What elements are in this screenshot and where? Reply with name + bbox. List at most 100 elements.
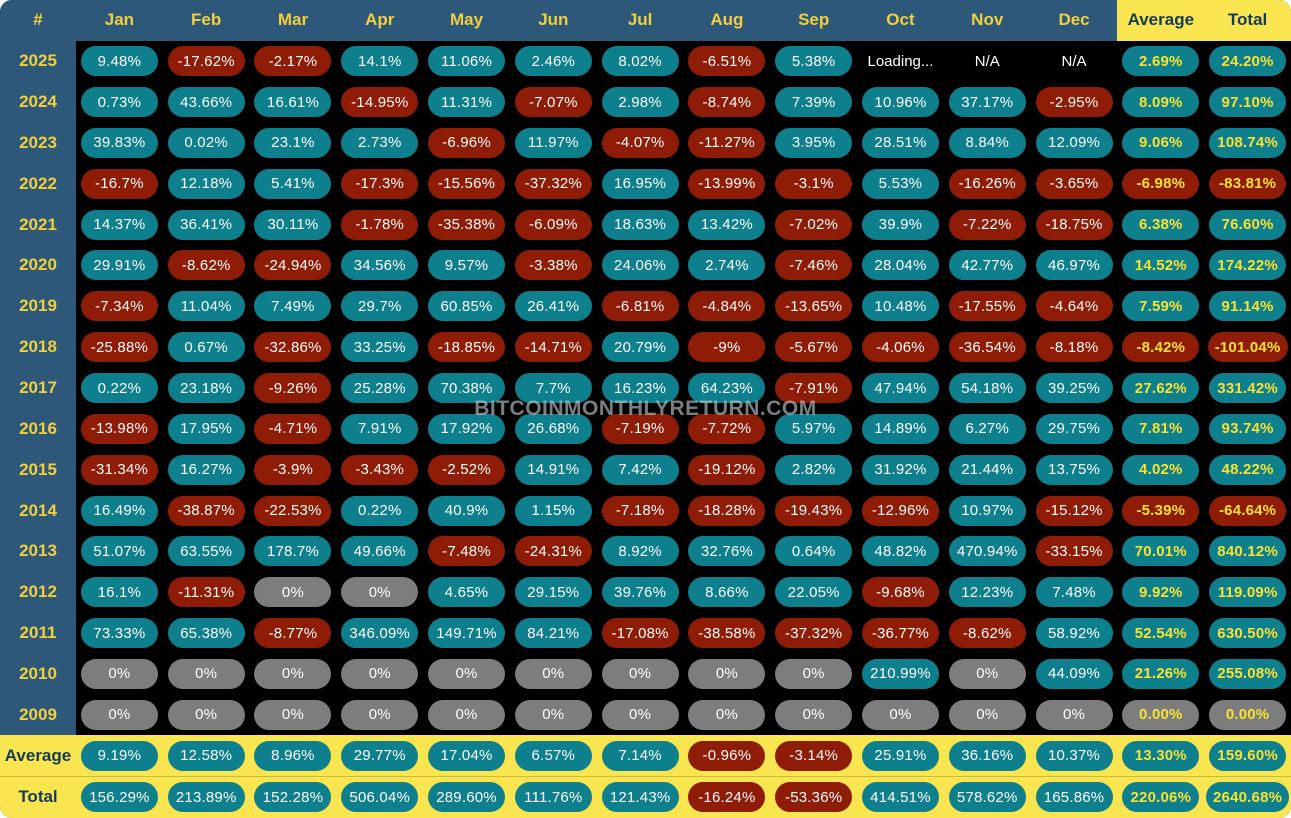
return-pill: 64.23%: [688, 373, 766, 404]
return-pill: 156.29%: [80, 782, 158, 813]
value-cell: 16.95%: [597, 163, 684, 204]
value-cell: 2.74%: [683, 245, 770, 286]
value-cell: -53.36%: [770, 777, 857, 818]
value-cell: 16.23%: [597, 368, 684, 409]
value-cell: -19.43%: [770, 490, 857, 531]
return-pill: -13.65%: [775, 291, 853, 322]
value-cell: 8.92%: [597, 531, 684, 572]
value-cell: 210.99%: [857, 654, 944, 695]
return-pill: 47.94%: [861, 373, 939, 404]
value-cell: 24.06%: [597, 245, 684, 286]
value-cell: 70.38%: [423, 368, 510, 409]
return-pill: -6.98%: [1122, 168, 1200, 199]
value-cell: 0%: [250, 654, 337, 695]
return-pill: -17.55%: [948, 291, 1026, 322]
column-header-jan: Jan: [76, 0, 163, 41]
column-header-sep: Sep: [770, 0, 858, 41]
value-cell: 11.31%: [423, 82, 510, 123]
return-pill: 65.38%: [167, 618, 245, 649]
return-pill: 70.01%: [1122, 536, 1200, 567]
value-cell: -3.1%: [770, 163, 857, 204]
year-label: 2022: [0, 163, 76, 205]
value-cell: 470.94%: [944, 531, 1031, 572]
return-pill: -4.84%: [688, 291, 766, 322]
return-pill: -8.77%: [254, 618, 332, 649]
value-cell: 0.67%: [163, 327, 250, 368]
value-cell: 7.7%: [510, 368, 597, 409]
return-pill: 178.7%: [254, 536, 332, 567]
value-cell: 11.97%: [510, 123, 597, 164]
column-header-mar: Mar: [249, 0, 337, 41]
year-row-2009: 2009 0% 0% 0% 0% 0% 0% 0% 0% 0% 0% 0% 0% 0.00% 0.00%: [0, 694, 1291, 736]
value-cell: 0%: [336, 654, 423, 695]
value-cell: -38.87%: [163, 490, 250, 531]
year-row-2017: 2017 0.22% 23.18% -9.26% 25.28% 70.38% 7.7% 16.…: [0, 367, 1291, 409]
return-pill: 0.02%: [167, 127, 245, 158]
return-pill: -13.99%: [688, 168, 766, 199]
return-pill: 23.1%: [254, 127, 332, 158]
value-cell: 47.94%: [857, 368, 944, 409]
return-pill: -7.02%: [775, 209, 853, 240]
value-cell: 39.83%: [76, 123, 163, 164]
return-pill: 14.89%: [861, 413, 939, 444]
value-cell: 0%: [683, 694, 770, 735]
value-cell: 111.76%: [510, 777, 597, 818]
return-pill: 0.00%: [1122, 699, 1200, 730]
return-pill: -18.85%: [428, 332, 506, 363]
year-row-2015: 2015 -31.34% 16.27% -3.9% -3.43% -2.52% 14.91%…: [0, 449, 1291, 491]
year-label: 2015: [0, 449, 76, 491]
value-cell: -15.12%: [1031, 490, 1118, 531]
return-pill: 0%: [341, 658, 419, 689]
return-pill: 119.09%: [1209, 577, 1287, 608]
return-pill: 0.64%: [775, 536, 853, 567]
year-row-2013: 2013 51.07% 63.55% 178.7% 49.66% -7.48% -24.31…: [0, 530, 1291, 572]
value-cell: -32.86%: [250, 327, 337, 368]
value-cell: 43.66%: [163, 82, 250, 123]
return-pill: 6.27%: [948, 413, 1026, 444]
return-pill: -7.91%: [775, 373, 853, 404]
value-cell: -83.81%: [1204, 163, 1291, 204]
return-pill: 26.68%: [514, 413, 592, 444]
return-pill: 0%: [601, 658, 679, 689]
value-cell: 5.53%: [857, 163, 944, 204]
return-pill: 11.04%: [167, 291, 245, 322]
value-cell: Loading...: [857, 41, 944, 82]
return-pill: -8.42%: [1122, 332, 1200, 363]
year-row-2025: 2025 9.48% -17.62% -2.17% 14.1% 11.06% 2.46% 8.…: [0, 40, 1291, 82]
return-pill: -7.07%: [514, 87, 592, 118]
value-cell: 11.04%: [163, 286, 250, 327]
value-cell: 8.66%: [683, 572, 770, 613]
return-pill: 29.75%: [1035, 413, 1113, 444]
value-cell: 23.1%: [250, 123, 337, 164]
return-pill: 37.17%: [948, 87, 1026, 118]
return-pill: -16.7%: [80, 168, 158, 199]
value-cell: 2.82%: [770, 449, 857, 490]
return-pill: 108.74%: [1209, 127, 1287, 158]
value-cell: -15.56%: [423, 163, 510, 204]
return-pill: 24.06%: [601, 250, 679, 281]
return-pill: 470.94%: [948, 536, 1026, 567]
return-pill: 43.66%: [167, 87, 245, 118]
value-cell: -17.55%: [944, 286, 1031, 327]
year-label: 2009: [0, 694, 76, 736]
return-pill: -2.52%: [428, 454, 506, 485]
return-pill: 2.46%: [514, 46, 592, 77]
value-cell: 14.91%: [510, 449, 597, 490]
footer-row-total: Total 156.29% 213.89% 152.28% 506.04% 289.60%…: [0, 776, 1291, 818]
value-cell: 0.22%: [76, 368, 163, 409]
value-cell: 0%: [76, 694, 163, 735]
value-cell: 23.18%: [163, 368, 250, 409]
return-pill: -8.62%: [167, 250, 245, 281]
value-cell: 39.9%: [857, 204, 944, 245]
column-header-jul: Jul: [596, 0, 684, 41]
value-cell: 578.62%: [944, 777, 1031, 818]
value-cell: 3.95%: [770, 123, 857, 164]
value-cell: -4.07%: [597, 123, 684, 164]
value-cell: 16.1%: [76, 572, 163, 613]
return-pill: -7.18%: [601, 495, 679, 526]
value-cell: 36.16%: [944, 735, 1031, 776]
value-cell: 0.00%: [1204, 694, 1291, 735]
return-pill: -31.34%: [80, 454, 158, 485]
return-pill: 60.85%: [428, 291, 506, 322]
